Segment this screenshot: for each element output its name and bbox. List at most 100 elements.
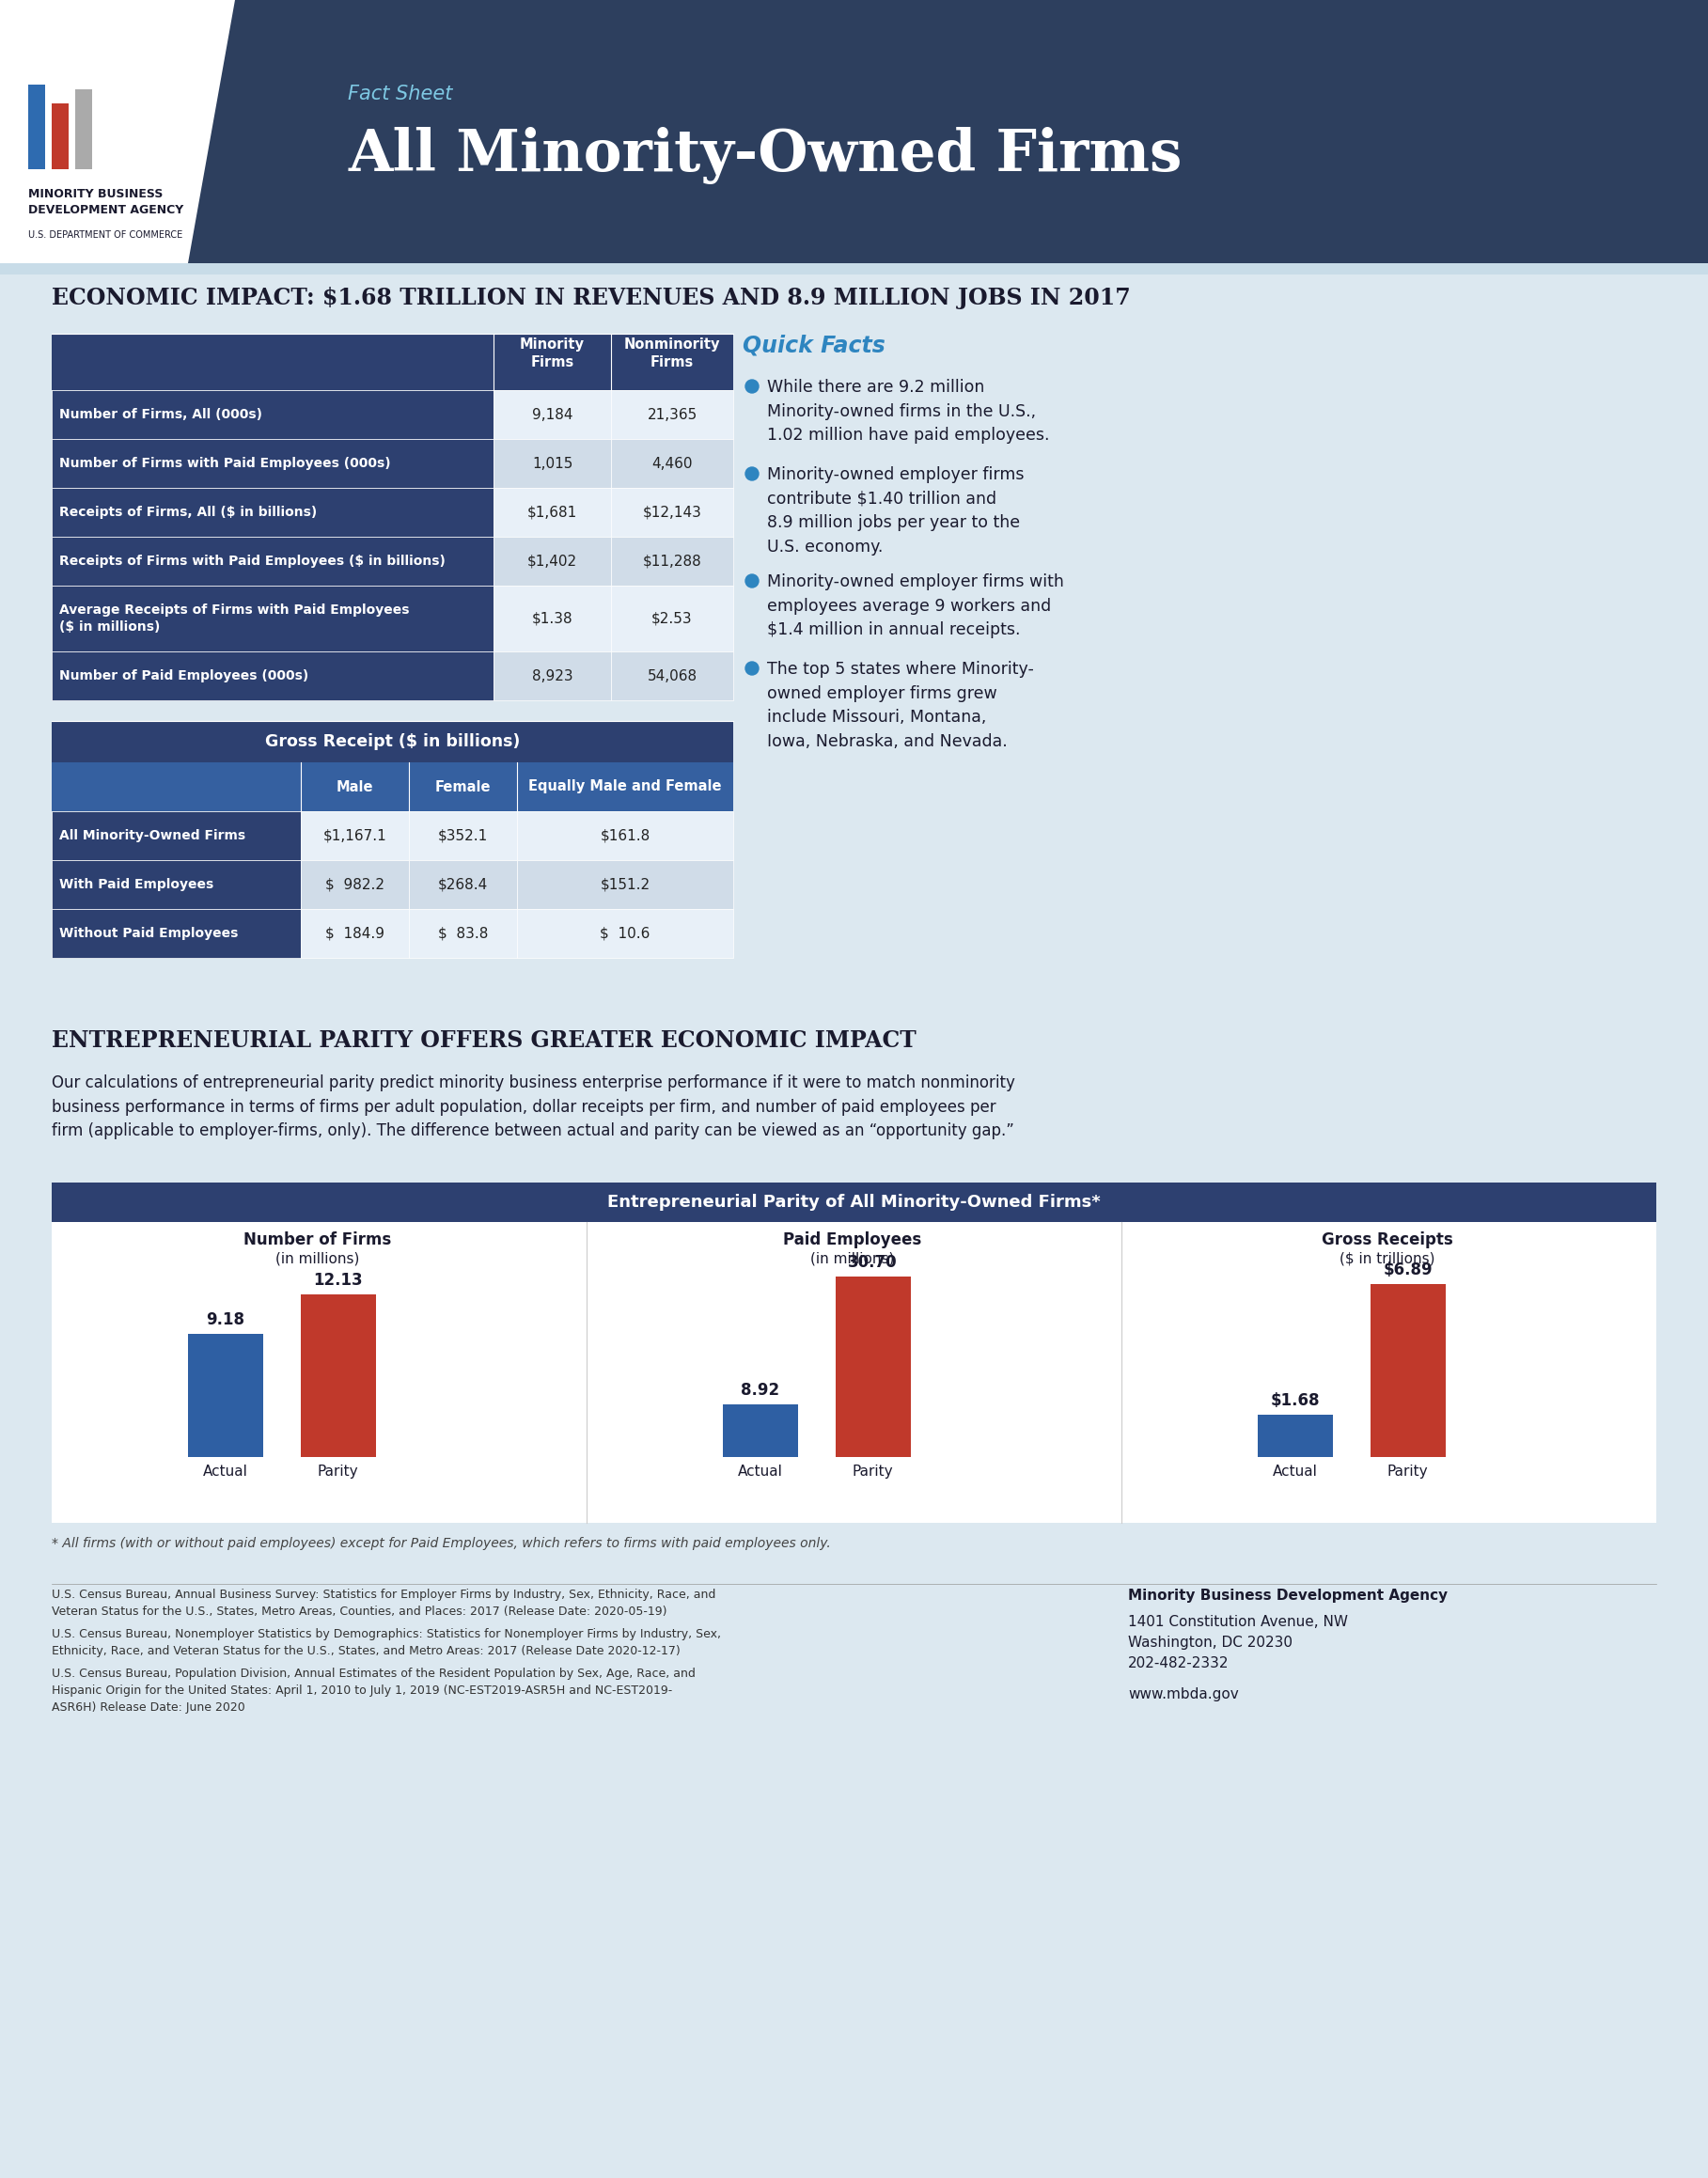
Text: 9.18: 9.18 bbox=[207, 1311, 244, 1329]
Text: $268.4: $268.4 bbox=[437, 878, 488, 891]
FancyBboxPatch shape bbox=[301, 908, 408, 958]
Text: * All firms (with or without paid employees) except for Paid Employees, which re: * All firms (with or without paid employ… bbox=[51, 1538, 830, 1551]
Text: $161.8: $161.8 bbox=[600, 828, 651, 843]
Text: $1.68: $1.68 bbox=[1271, 1392, 1320, 1409]
Text: Gross Receipt ($ in billions): Gross Receipt ($ in billions) bbox=[265, 734, 519, 749]
FancyBboxPatch shape bbox=[51, 102, 68, 170]
Text: $1,167.1: $1,167.1 bbox=[323, 828, 386, 843]
FancyBboxPatch shape bbox=[51, 762, 733, 810]
Text: Nonminority
Firms: Nonminority Firms bbox=[623, 338, 721, 368]
Text: U.S. Census Bureau, Nonemployer Statistics by Demographics: Statistics for Nonem: U.S. Census Bureau, Nonemployer Statisti… bbox=[51, 1629, 721, 1657]
Text: Number of Firms, All (000s): Number of Firms, All (000s) bbox=[60, 407, 263, 420]
Text: Without Paid Employees: Without Paid Employees bbox=[60, 928, 237, 941]
Text: $6.89: $6.89 bbox=[1383, 1261, 1433, 1278]
Text: While there are 9.2 million
Minority-owned firms in the U.S.,
1.02 million have : While there are 9.2 million Minority-own… bbox=[767, 379, 1049, 444]
Text: $1,402: $1,402 bbox=[528, 553, 577, 568]
Text: Number of Paid Employees (000s): Number of Paid Employees (000s) bbox=[60, 669, 309, 682]
Text: $  982.2: $ 982.2 bbox=[325, 878, 384, 891]
Text: Parity: Parity bbox=[318, 1464, 359, 1479]
FancyBboxPatch shape bbox=[301, 1294, 376, 1457]
Text: Equally Male and Female: Equally Male and Female bbox=[528, 780, 722, 793]
Text: $12,143: $12,143 bbox=[642, 505, 702, 518]
Text: Minority-owned employer firms
contribute $1.40 trillion and
8.9 million jobs per: Minority-owned employer firms contribute… bbox=[767, 466, 1025, 555]
Text: Parity: Parity bbox=[852, 1464, 893, 1479]
Text: Actual: Actual bbox=[738, 1464, 782, 1479]
Text: All Minority-Owned Firms: All Minority-Owned Firms bbox=[60, 830, 246, 843]
Text: 1,015: 1,015 bbox=[531, 457, 572, 470]
Circle shape bbox=[745, 662, 758, 675]
Text: 54,068: 54,068 bbox=[647, 669, 697, 684]
Text: ($ in trillions): ($ in trillions) bbox=[1339, 1252, 1435, 1265]
FancyBboxPatch shape bbox=[51, 536, 494, 586]
Text: 8.92: 8.92 bbox=[741, 1383, 779, 1398]
FancyBboxPatch shape bbox=[301, 810, 408, 860]
Circle shape bbox=[745, 379, 758, 392]
Text: Paid Employees: Paid Employees bbox=[782, 1231, 921, 1248]
Text: Quick Facts: Quick Facts bbox=[743, 333, 885, 357]
FancyBboxPatch shape bbox=[611, 651, 733, 701]
Text: Minority Business Development Agency: Minority Business Development Agency bbox=[1127, 1588, 1448, 1603]
FancyBboxPatch shape bbox=[518, 810, 733, 860]
Text: $1.38: $1.38 bbox=[531, 612, 572, 625]
FancyBboxPatch shape bbox=[51, 586, 494, 651]
Circle shape bbox=[745, 468, 758, 481]
FancyBboxPatch shape bbox=[611, 536, 733, 586]
Text: 30.70: 30.70 bbox=[849, 1255, 897, 1272]
Text: Average Receipts of Firms with Paid Employees
($ in millions): Average Receipts of Firms with Paid Empl… bbox=[60, 603, 410, 634]
FancyBboxPatch shape bbox=[494, 390, 611, 440]
Text: $2.53: $2.53 bbox=[652, 612, 693, 625]
Text: The top 5 states where Minority-
owned employer firms grew
include Missouri, Mon: The top 5 states where Minority- owned e… bbox=[767, 660, 1033, 749]
Text: Gross Receipts: Gross Receipts bbox=[1322, 1231, 1454, 1248]
Text: Entrepreneurial Parity of All Minority-Owned Firms*: Entrepreneurial Parity of All Minority-O… bbox=[608, 1194, 1100, 1211]
Text: (in millions): (in millions) bbox=[275, 1252, 359, 1265]
FancyBboxPatch shape bbox=[51, 488, 494, 536]
Text: Receipts of Firms with Paid Employees ($ in billions): Receipts of Firms with Paid Employees ($… bbox=[60, 555, 446, 568]
FancyBboxPatch shape bbox=[51, 390, 494, 440]
FancyBboxPatch shape bbox=[51, 908, 301, 958]
Text: U.S. DEPARTMENT OF COMMERCE: U.S. DEPARTMENT OF COMMERCE bbox=[29, 231, 183, 240]
Text: ENTREPRENEURIAL PARITY OFFERS GREATER ECONOMIC IMPACT: ENTREPRENEURIAL PARITY OFFERS GREATER EC… bbox=[51, 1030, 915, 1052]
FancyBboxPatch shape bbox=[0, 264, 1708, 274]
FancyBboxPatch shape bbox=[29, 85, 44, 170]
Text: All Minority-Owned Firms: All Minority-Owned Firms bbox=[348, 126, 1182, 185]
FancyBboxPatch shape bbox=[408, 860, 518, 908]
Text: U.S. Census Bureau, Annual Business Survey: Statistics for Employer Firms by Ind: U.S. Census Bureau, Annual Business Surv… bbox=[51, 1588, 716, 1618]
FancyBboxPatch shape bbox=[1370, 1285, 1445, 1457]
Text: Minority-owned employer firms with
employees average 9 workers and
$1.4 million : Minority-owned employer firms with emplo… bbox=[767, 573, 1064, 638]
Text: With Paid Employees: With Paid Employees bbox=[60, 878, 214, 891]
Text: Minority
Firms: Minority Firms bbox=[519, 338, 584, 368]
Text: www.mbda.gov: www.mbda.gov bbox=[1127, 1688, 1238, 1701]
FancyBboxPatch shape bbox=[188, 1333, 263, 1457]
Text: Parity: Parity bbox=[1387, 1464, 1428, 1479]
FancyBboxPatch shape bbox=[408, 908, 518, 958]
FancyBboxPatch shape bbox=[51, 860, 301, 908]
FancyBboxPatch shape bbox=[75, 89, 92, 170]
FancyBboxPatch shape bbox=[0, 0, 1708, 264]
FancyBboxPatch shape bbox=[611, 586, 733, 651]
Text: Male: Male bbox=[336, 780, 374, 793]
Text: Fact Sheet: Fact Sheet bbox=[348, 85, 453, 102]
Text: Number of Firms with Paid Employees (000s): Number of Firms with Paid Employees (000… bbox=[60, 457, 391, 470]
Text: $352.1: $352.1 bbox=[437, 828, 488, 843]
Text: Actual: Actual bbox=[203, 1464, 248, 1479]
Text: Number of Firms: Number of Firms bbox=[243, 1231, 391, 1248]
Text: U.S. Census Bureau, Population Division, Annual Estimates of the Resident Popula: U.S. Census Bureau, Population Division,… bbox=[51, 1668, 695, 1714]
Text: MINORITY BUSINESS
DEVELOPMENT AGENCY: MINORITY BUSINESS DEVELOPMENT AGENCY bbox=[29, 187, 183, 216]
FancyBboxPatch shape bbox=[51, 1222, 1657, 1522]
Text: ECONOMIC IMPACT: $1.68 TRILLION IN REVENUES AND 8.9 MILLION JOBS IN 2017: ECONOMIC IMPACT: $1.68 TRILLION IN REVEN… bbox=[51, 287, 1131, 309]
FancyBboxPatch shape bbox=[301, 860, 408, 908]
FancyBboxPatch shape bbox=[51, 721, 733, 762]
FancyBboxPatch shape bbox=[51, 1183, 1657, 1222]
FancyBboxPatch shape bbox=[518, 860, 733, 908]
Text: 8,923: 8,923 bbox=[531, 669, 572, 684]
Text: Our calculations of entrepreneurial parity predict minority business enterprise : Our calculations of entrepreneurial pari… bbox=[51, 1074, 1015, 1139]
FancyBboxPatch shape bbox=[494, 536, 611, 586]
Text: Female: Female bbox=[436, 780, 490, 793]
FancyBboxPatch shape bbox=[494, 586, 611, 651]
Text: Receipts of Firms, All ($ in billions): Receipts of Firms, All ($ in billions) bbox=[60, 505, 318, 518]
FancyBboxPatch shape bbox=[494, 440, 611, 488]
Text: $  184.9: $ 184.9 bbox=[325, 926, 384, 941]
FancyBboxPatch shape bbox=[51, 651, 494, 701]
Text: 9,184: 9,184 bbox=[531, 407, 572, 423]
FancyBboxPatch shape bbox=[611, 488, 733, 536]
